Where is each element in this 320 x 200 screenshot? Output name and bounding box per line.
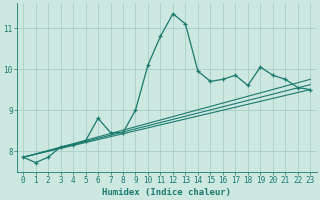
X-axis label: Humidex (Indice chaleur): Humidex (Indice chaleur) [102, 188, 231, 197]
